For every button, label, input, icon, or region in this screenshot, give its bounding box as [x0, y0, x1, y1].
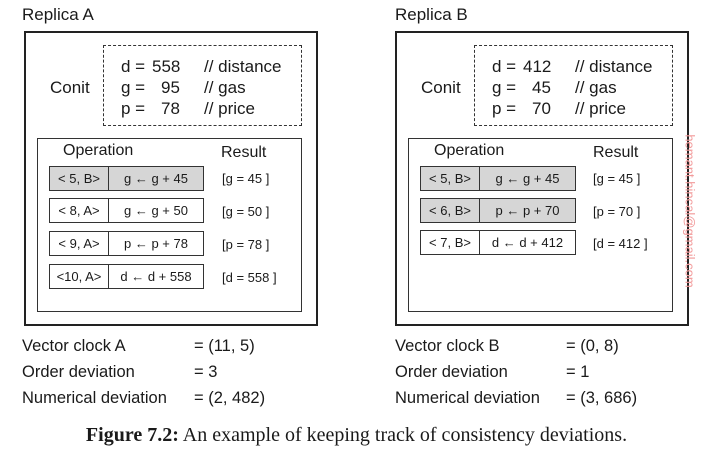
operation-expression: p ← p + 70 — [480, 199, 575, 222]
figure-caption: Figure 7.2: An example of keeping track … — [0, 424, 713, 447]
replica-b-vector-clock-label: Vector clock B — [395, 337, 500, 355]
operation-timestamp: < 9, A> — [50, 232, 109, 255]
replica-a-operation-row: < 8, A> g ← g + 50 — [49, 198, 204, 223]
replica-b-operations-box — [408, 138, 673, 312]
replica-b-operation-row: < 6, B> p ← p + 70 — [420, 198, 576, 223]
operation-timestamp: < 6, B> — [421, 199, 480, 222]
replica-a-operation-result: [d = 558 ] — [222, 270, 277, 285]
replica-b-conit-label: Conit — [421, 78, 461, 97]
replica-a-operation-row: <10, A> d ← d + 558 — [49, 264, 204, 289]
operation-timestamp: <10, A> — [50, 265, 109, 288]
operation-expression: p ← p + 78 — [124, 236, 188, 251]
replica-b-conit-box — [474, 45, 673, 126]
replica-b-operation-result: [p = 70 ] — [593, 204, 641, 219]
replica-b-operation-row: < 5, B> g ← g + 45 — [420, 166, 576, 191]
operation-timestamp: < 5, B> — [50, 167, 109, 190]
operation-timestamp: < 7, B> — [421, 231, 480, 254]
replica-a-operation-row: < 5, B> g ← g + 45 — [49, 166, 204, 191]
watermark-text: hemant.hincal@gmail.com — [682, 134, 698, 288]
replica-a-operation-header: Operation — [63, 142, 134, 159]
replica-a-vector-clock-value: = (11, 5) — [194, 337, 255, 355]
replica-a-numerical-deviation-label: Numerical deviation — [22, 389, 167, 407]
replica-a-numerical-deviation-value: = (2, 482) — [194, 389, 266, 407]
operation-expression: g ← g + 45 — [480, 167, 575, 190]
operation-expression: g ← g + 45 — [109, 167, 203, 190]
replica-b-numerical-deviation-label: Numerical deviation — [395, 389, 540, 407]
replica-a-conit-label: Conit — [50, 78, 90, 97]
replica-a-vector-clock-label: Vector clock A — [22, 337, 126, 355]
replica-b-order-deviation-value: = 1 — [566, 363, 590, 381]
replica-a-title: Replica A — [22, 5, 94, 24]
replica-a-operation-result: [g = 45 ] — [222, 171, 270, 186]
operation-expression: g ← g + 50 — [124, 203, 188, 218]
operation-timestamp: < 8, A> — [50, 199, 109, 222]
replica-a-order-deviation-value: = 3 — [194, 363, 218, 381]
watermark: hemant.hincal@gmail.com — [682, 96, 698, 326]
replica-b-numerical-deviation-value: = (3, 686) — [566, 389, 638, 407]
replica-b-order-deviation-label: Order deviation — [395, 363, 508, 381]
replica-b-operation-header: Operation — [434, 142, 505, 159]
replica-a-result-header: Result — [221, 144, 267, 161]
operation-expression: d ← d + 412 — [491, 235, 564, 250]
replica-a-order-deviation-label: Order deviation — [22, 363, 135, 381]
replica-a-operation-row: < 9, A> p ← p + 78 — [49, 231, 204, 256]
replica-b-operation-result: [g = 45 ] — [593, 171, 641, 186]
replica-b-vector-clock-value: = (0, 8) — [566, 337, 619, 355]
replica-a-operations-box — [37, 138, 302, 312]
replica-b-operation-row: < 7, B> d ← d + 412 — [420, 230, 576, 255]
replica-a-operation-result: [g = 50 ] — [222, 204, 270, 219]
operation-timestamp: < 5, B> — [421, 167, 480, 190]
figure-caption-label: Figure 7.2: — [85, 424, 179, 446]
replica-a-conit-box — [103, 45, 302, 126]
replica-b-result-header: Result — [593, 144, 639, 161]
figure-caption-text: An example of keeping track of consisten… — [178, 424, 628, 446]
replica-b-title: Replica B — [395, 5, 468, 24]
replica-b-operation-result: [d = 412 ] — [593, 236, 648, 251]
replica-a-operation-result: [p = 78 ] — [222, 237, 270, 252]
operation-expression: d ← d + 558 — [120, 269, 192, 284]
